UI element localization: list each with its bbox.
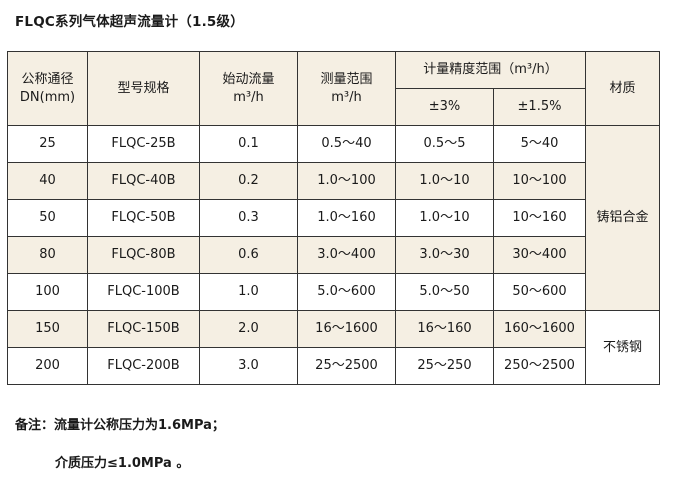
header-acc-3: ±3% [395,88,494,126]
cell-acc-3: 0.5～5 [395,125,494,163]
cell-acc-3: 1.0～10 [395,199,494,237]
cell-acc-1-5: 160～1600 [493,310,586,348]
header-accuracy-group: 计量精度范围（m³/h） [395,51,586,89]
note-pressure-rating: 备注：流量计公称压力为1.6MPa； [15,418,225,433]
table-row: 80 FLQC-80B 0.6 3.0～400 3.0～30 30～400 [7,236,660,274]
cell-start-flow: 0.3 [199,199,298,237]
header-start-flow-line2: m³/h [233,89,264,105]
header-range: 测量范围 m³/h [297,51,396,126]
table-row: 40 FLQC-40B 0.2 1.0～100 1.0～10 10～100 [7,162,660,200]
header-range-line1: 测量范围 [320,71,373,87]
cell-range: 1.0～160 [297,199,396,237]
page-title: FLQC系列气体超声流量计（1.5级） [15,14,244,30]
table-header-row: 公称通径 DN(mm) 型号规格 始动流量 m³/h 测量范围 m³/h 计量精… [7,51,660,126]
table-row: 50 FLQC-50B 0.3 1.0～160 1.0～10 10～160 [7,199,660,237]
cell-dn: 100 [7,273,88,311]
cell-acc-3: 5.0～50 [395,273,494,311]
cell-acc-1-5: 250～2500 [493,347,586,385]
cell-acc-3: 16～160 [395,310,494,348]
cell-dn: 200 [7,347,88,385]
table-row: 100 FLQC-100B 1.0 5.0～600 5.0～50 50～600 [7,273,660,311]
cell-model: FLQC-25B [87,125,200,163]
cell-model: FLQC-50B [87,199,200,237]
cell-start-flow: 2.0 [199,310,298,348]
header-material: 材质 [585,51,660,126]
cell-model: FLQC-40B [87,162,200,200]
table-row: 150 FLQC-150B 2.0 16～1600 16～160 160～160… [7,310,660,385]
header-dn-line2: DN(mm) [19,89,76,105]
cell-range: 25～2500 [297,347,396,385]
cell-acc-1-5: 10～160 [493,199,586,237]
cell-range: 1.0～100 [297,162,396,200]
header-start-flow-line1: 始动流量 [222,71,275,87]
cell-start-flow: 3.0 [199,347,298,385]
cell-model: FLQC-80B [87,236,200,274]
table-row: 200 FLQC-200B 3.0 25～2500 25～250 250～250… [7,347,660,385]
cell-dn: 150 [7,310,88,348]
cell-start-flow: 0.6 [199,236,298,274]
cell-start-flow: 0.1 [199,125,298,163]
cell-model: FLQC-100B [87,273,200,311]
cell-acc-3: 3.0～30 [395,236,494,274]
cell-material-cast-aluminum: 铸铝合金 [585,125,660,311]
cell-range: 0.5～40 [297,125,396,163]
cell-model: FLQC-200B [87,347,200,385]
cell-dn: 25 [7,125,88,163]
cell-acc-1-5: 5～40 [493,125,586,163]
cell-dn: 40 [7,162,88,200]
cell-acc-1-5: 30～400 [493,236,586,274]
table-row: 25 FLQC-25B 0.1 0.5～40 0.5～5 5～40 铸铝合金 [7,125,660,311]
note-medium-pressure: 介质压力≤1.0MPa 。 [55,456,190,471]
cell-dn: 50 [7,199,88,237]
cell-material-stainless: 不锈钢 [585,310,660,385]
cell-range: 16～1600 [297,310,396,348]
header-dn: 公称通径 DN(mm) [7,51,88,126]
cell-acc-1-5: 10～100 [493,162,586,200]
cell-acc-3: 25～250 [395,347,494,385]
cell-start-flow: 1.0 [199,273,298,311]
cell-range: 5.0～600 [297,273,396,311]
header-acc-1-5: ±1.5% [493,88,586,126]
header-range-line2: m³/h [331,89,362,105]
cell-model: FLQC-150B [87,310,200,348]
header-dn-line1: 公称通径 [21,71,74,87]
spec-table: 公称通径 DN(mm) 型号规格 始动流量 m³/h 测量范围 m³/h 计量精… [7,51,660,385]
cell-dn: 80 [7,236,88,274]
header-model: 型号规格 [87,51,200,126]
cell-acc-3: 1.0～10 [395,162,494,200]
cell-acc-1-5: 50～600 [493,273,586,311]
cell-range: 3.0～400 [297,236,396,274]
cell-start-flow: 0.2 [199,162,298,200]
header-start-flow: 始动流量 m³/h [199,51,298,126]
